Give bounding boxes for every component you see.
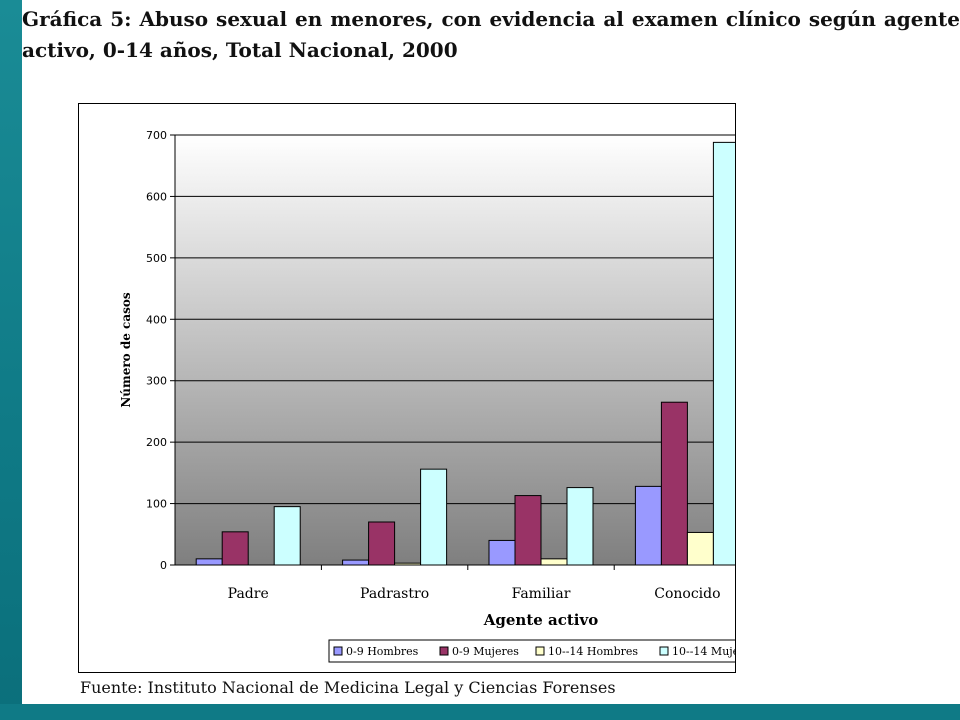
bar [368,521,396,566]
y-tick-label: 200 [146,436,167,449]
chart-area: 0 100 200 300 400 500 600 700 Padre Padrastro Fami… [78,103,736,673]
bar [342,559,370,566]
y-tick-label: 0 [160,559,167,572]
legend-label: 0-9 Hombres [346,645,419,658]
x-tick-label: Padre [228,586,269,602]
bar [195,558,223,566]
slide: Gráfica 5: Abuso sexual en menores, con … [22,0,960,704]
legend-swatch [439,646,449,656]
bar [221,531,249,566]
x-axis-label: Agente activo [483,611,598,629]
bar [660,401,688,566]
bar [394,562,422,566]
bar [712,141,735,566]
y-tick-label: 700 [146,129,167,142]
bar [634,485,662,566]
y-tick-label: 600 [146,190,167,203]
legend-swatch [535,646,545,656]
y-tick-label: 100 [146,498,167,511]
bar [488,539,516,566]
x-tick-label: Padrastro [360,586,429,602]
bottom-bar [0,704,960,720]
x-tick-label: Conocido [654,586,720,602]
bar [514,495,542,566]
y-tick-label: 400 [146,313,167,326]
bar [686,531,714,566]
bar [566,487,594,566]
y-tick-label: 300 [146,375,167,388]
source-note: Fuente: Instituto Nacional de Medicina L… [80,678,616,697]
legend-swatch [659,646,669,656]
legend [328,639,735,663]
bar [540,558,568,566]
legend-label: 10--14 Hombres [548,645,638,658]
legend-label: 0-9 Mujeres [452,645,519,658]
y-tick-label: 500 [146,252,167,265]
bar-chart: 0 100 200 300 400 500 600 700 Padre Padrastro Fami… [119,129,735,663]
chart-title: Gráfica 5: Abuso sexual en menores, con … [22,7,960,62]
legend-swatch [333,646,343,656]
x-tick-label: Familiar [512,586,571,602]
bar [273,506,301,566]
y-axis-label: Número de casos [119,292,133,408]
bar [420,468,448,566]
legend-label: 10--14 Mujeres [672,645,735,658]
